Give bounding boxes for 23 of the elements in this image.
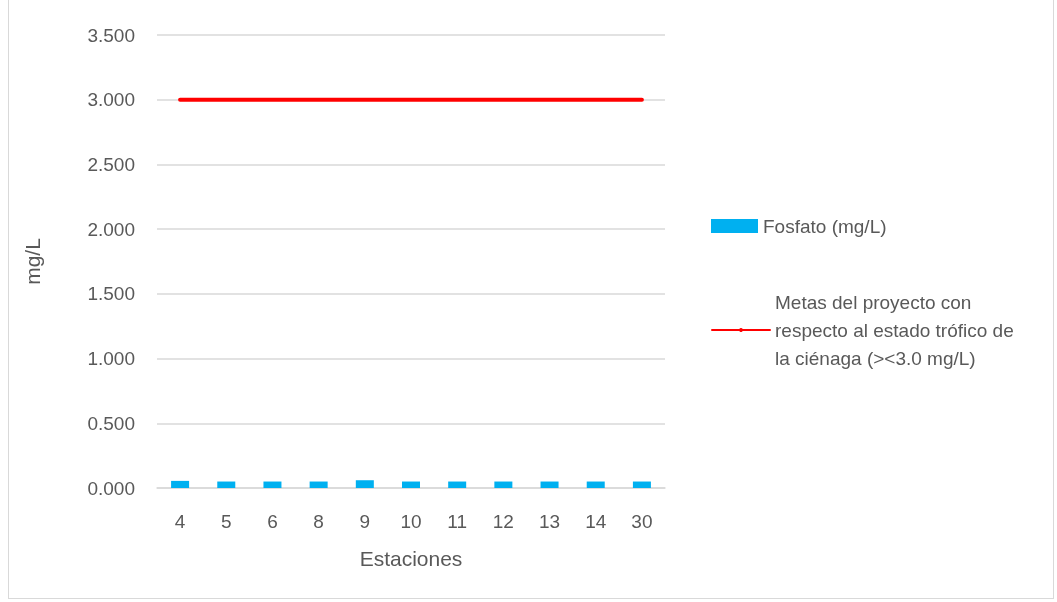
legend-label: Metas del proyecto con respecto al estado trófico de la ciénaga (><3.0 mg/L) [775,291,1019,369]
y-tick-label: 1.500 [87,283,135,305]
x-tick-label: 14 [585,511,607,532]
x-tick-label: 5 [220,511,232,532]
y-tick-label: 2.000 [87,218,135,240]
y-tick-label: 3.500 [87,24,135,46]
x-tick-label: 8 [313,511,324,532]
x-tick-label: 10 [400,511,422,532]
y-tick-label: 2.500 [87,153,135,175]
x-tick-label: 12 [492,511,514,532]
x-tick-label: 30 [631,511,653,532]
y-tick-label: 0.500 [87,412,135,434]
legend-label: Fosfato (mg/L) [763,215,887,237]
x-tick-label: 4 [174,511,186,532]
x-tick-label: 6 [267,511,278,532]
x-tick-label: 9 [359,511,371,532]
y-axis-title: mg/L [21,238,44,285]
y-tick-label: 0.000 [87,477,135,499]
x-tick-label: 13 [538,511,561,532]
x-axis-title: Estaciones [359,547,463,570]
x-tick-label: 11 [447,511,468,532]
y-tick-label: 3.000 [87,89,135,111]
y-tick-label: 1.000 [87,348,135,370]
